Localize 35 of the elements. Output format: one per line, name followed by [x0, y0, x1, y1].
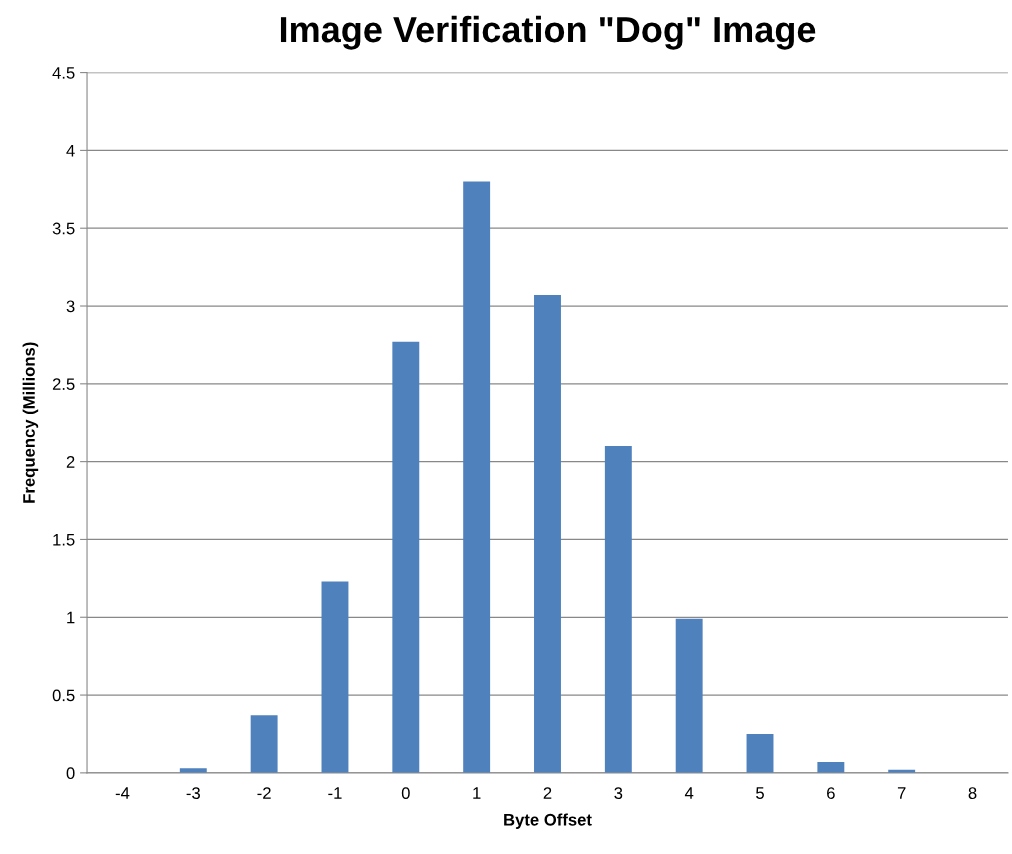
y-axis-title: Frequency (Millions)	[22, 342, 39, 503]
x-tick-label: 8	[968, 787, 977, 799]
y-tick-label: 2	[66, 456, 75, 468]
bar	[604, 446, 632, 773]
x-tick-label: -1	[328, 787, 342, 799]
bar	[321, 581, 349, 773]
x-axis-title: Byte Offset	[504, 813, 592, 829]
x-tick-label: 5	[756, 787, 764, 799]
x-tick-label: 2	[543, 787, 552, 799]
x-tick-label: -2	[257, 787, 271, 799]
x-tick-label: 4	[684, 787, 694, 799]
y-tick-label: 0.5	[52, 689, 75, 702]
y-tick-label: 2.5	[52, 378, 75, 391]
chart-title: Image Verification "Dog" Image	[280, 15, 816, 50]
y-tick-label: 4.5	[52, 67, 75, 79]
x-tick-label: 3	[614, 787, 623, 799]
y-tick-label: 4	[66, 144, 75, 157]
bar	[534, 295, 561, 773]
bar	[746, 733, 774, 773]
x-tick-label: 1	[473, 787, 481, 799]
bar	[463, 181, 491, 773]
x-tick-label: 7	[897, 787, 906, 799]
bar	[392, 341, 420, 773]
x-tick-label: -4	[115, 787, 130, 799]
bar	[250, 715, 278, 773]
y-tick-label: 1	[67, 611, 75, 624]
x-tick-label: -3	[186, 787, 200, 799]
x-tick-label: 6	[827, 787, 835, 799]
y-tick-label: 3.5	[52, 222, 75, 235]
y-tick-label: 1.5	[53, 534, 75, 546]
bar	[675, 618, 703, 773]
bar	[817, 761, 845, 773]
y-tick-label: 3	[66, 300, 75, 313]
x-tick-label: 0	[401, 787, 410, 799]
y-tick-label: 0	[66, 767, 75, 780]
